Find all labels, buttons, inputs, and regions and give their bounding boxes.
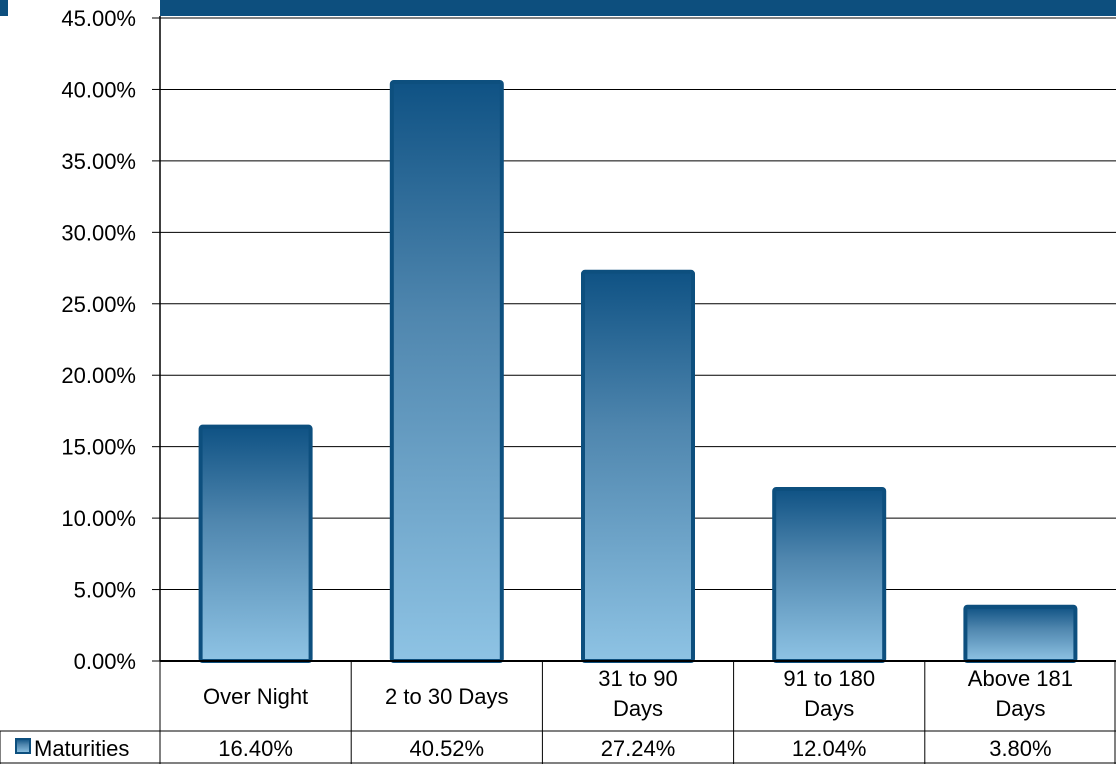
y-tick-label: 30.00%: [61, 220, 136, 245]
value-cell-label: 12.04%: [792, 736, 867, 761]
legend-key-swatch: [15, 738, 31, 754]
y-tick-label: 25.00%: [61, 292, 136, 317]
y-tick-label: 35.00%: [61, 149, 136, 174]
data-table: Over Night 2 to 30 Days 31 to 90 Days 91 to …: [0, 661, 1116, 764]
value-cell-label: 3.80%: [989, 736, 1051, 761]
x-category-label: 2 to 30 Days: [385, 684, 509, 709]
corner-mark: [0, 0, 8, 16]
y-tick-label: 20.00%: [61, 363, 136, 388]
bar: [581, 269, 695, 663]
y-tick-label: 45.00%: [61, 6, 136, 31]
bar: [198, 424, 313, 664]
value-cell-label: 27.24%: [601, 736, 676, 761]
bar: [963, 604, 1078, 663]
y-tick-label: 0.00%: [74, 649, 136, 674]
y-tick-label: 5.00%: [74, 578, 136, 603]
y-tick-label: 40.00%: [61, 77, 136, 102]
bar: [389, 80, 504, 663]
y-tick-labels: 0.00% 5.00% 10.00% 15.00% 20.00% 25.00% 30.00%…: [61, 6, 136, 674]
top-band: [160, 0, 1116, 16]
legend-series-label: Maturities: [34, 736, 129, 761]
y-tick-label: 15.00%: [61, 435, 136, 460]
value-cell-label: 40.52%: [409, 736, 484, 761]
axes: [159, 16, 1116, 662]
bars: [198, 80, 1078, 664]
value-cell-label: 16.40%: [218, 736, 293, 761]
x-category-label: 31 to 90 Days: [598, 666, 678, 721]
bar: [772, 486, 887, 664]
x-category-label: Over Night: [203, 684, 308, 709]
x-category-label: Above 181 Days: [968, 666, 1073, 721]
x-category-label: 91 to 180 Days: [783, 666, 875, 721]
y-tick-label: 10.00%: [61, 506, 136, 531]
